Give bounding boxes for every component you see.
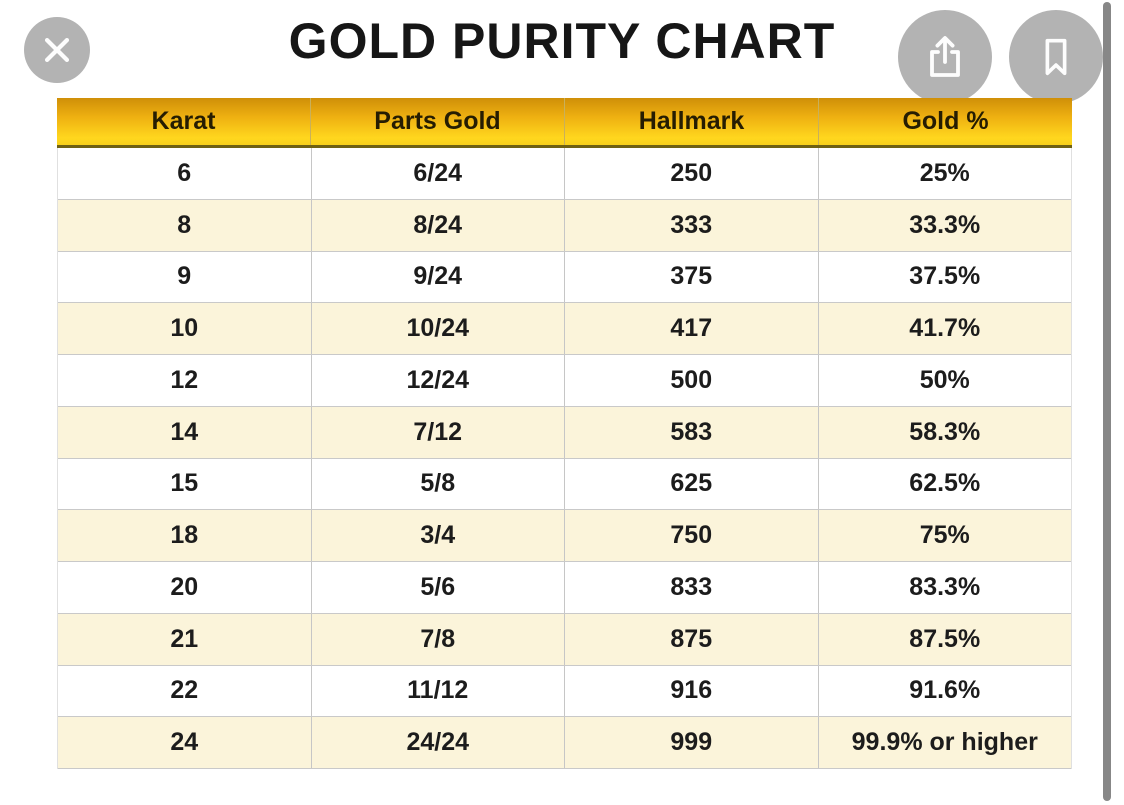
table-cell: 75% [817,510,1072,561]
table-row: 24 24/24 999 99.9% or higher [58,717,1071,769]
table-cell: 875 [564,613,818,665]
table-cell: 5/6 [310,562,565,613]
table-row: 6 6/24 250 25% [58,148,1071,200]
table-row: 10 10/24 417 41.7% [58,303,1071,355]
table-cell: 500 [564,355,818,406]
table-cell: 250 [564,148,818,199]
table-row: 22 11/12 916 91.6% [58,665,1072,718]
table-header-row: Karat Parts Gold Hallmark Gold % [57,98,1072,148]
table-row: 15 5/8 625 62.5% [58,458,1072,511]
column-header-hallmark: Hallmark [564,98,818,145]
table-row: 14 7/12 583 58.3% [58,406,1072,459]
table-cell: 833 [564,562,818,613]
table-cell: 417 [564,303,818,354]
table-cell: 12 [170,365,199,394]
table-row: 21 7/8 875 87.5% [58,613,1072,666]
table-cell: 11/12 [310,665,565,717]
table-cell: 7/8 [310,613,565,665]
column-header-karat: Karat [151,107,216,135]
table-cell: 3/4 [310,510,565,561]
table-cell: 9 [177,262,192,291]
vertical-scrollbar[interactable] [1103,2,1111,801]
table-cell: 6 [177,158,192,187]
table-cell: 10 [170,314,199,343]
table-cell: 8/24 [310,199,565,251]
column-header-gold-pct: Gold % [818,98,1072,145]
bookmark-button[interactable] [1009,10,1103,104]
table-cell: 9/24 [310,251,565,303]
table-cell: 625 [564,458,818,510]
table-cell: 25% [817,148,1072,199]
table-cell: 5/8 [310,458,565,510]
table-row: 18 3/4 750 75% [58,510,1071,562]
table-cell: 91.6% [817,665,1072,717]
table-cell: 33.3% [817,199,1072,251]
table-cell: 10/24 [310,303,565,354]
table-cell: 375 [564,251,818,303]
table-cell: 916 [564,665,818,717]
table-row: 20 5/6 833 83.3% [58,562,1071,614]
table-cell: 14 [170,417,199,446]
table-row: 9 9/24 375 37.5% [58,251,1072,304]
table-cell: 21 [170,624,199,653]
table-cell: 18 [170,521,199,550]
table-cell: 999 [564,717,818,768]
table-cell: 6/24 [310,148,565,199]
table-cell: 333 [564,199,818,251]
table-cell: 583 [564,406,818,458]
table-cell: 20 [170,572,199,601]
share-button[interactable] [898,10,992,104]
table-cell: 7/12 [310,406,565,458]
table-cell: 99.9% or higher [817,717,1072,768]
share-icon [921,32,969,82]
table-row: 12 12/24 500 50% [58,355,1071,407]
table-cell: 12/24 [310,355,565,406]
table-cell: 83.3% [817,562,1072,613]
table-cell: 58.3% [817,406,1072,458]
page-title: GOLD PURITY CHART [288,13,836,69]
table-cell: 750 [564,510,818,561]
close-button[interactable] [24,17,90,83]
table-cell: 87.5% [817,613,1072,665]
table-cell: 8 [177,210,192,239]
close-icon [40,33,74,67]
table-cell: 22 [170,676,199,705]
table-body: 6 6/24 250 25% 8 8/24 333 33.3% 9 9/24 375 37.5% 10 1… [57,148,1072,769]
table-cell: 24/24 [310,717,565,768]
column-header-parts-gold: Parts Gold [310,98,564,145]
table-row: 8 8/24 333 33.3% [58,199,1072,252]
table-cell: 37.5% [817,251,1072,303]
table-cell: 50% [817,355,1072,406]
table-cell: 62.5% [817,458,1072,510]
table-cell: 41.7% [817,303,1072,354]
table-cell: 15 [170,469,199,498]
gold-purity-table: Karat Parts Gold Hallmark Gold % 6 6/24 25… [57,98,1072,769]
bookmark-icon [1033,33,1079,81]
table-cell: 24 [170,728,199,757]
